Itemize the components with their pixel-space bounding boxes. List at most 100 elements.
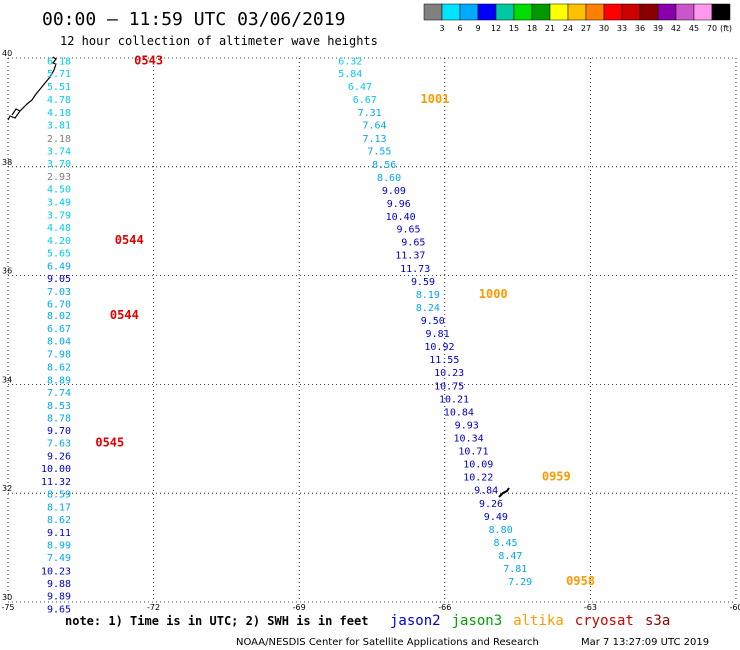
- wave-height-label: 3.70: [47, 159, 71, 170]
- colorbar-label: 36: [635, 24, 645, 33]
- wave-height-label: 8.89: [47, 375, 71, 386]
- wave-height-label: 9.49: [484, 512, 508, 523]
- wave-height-label: 6.47: [348, 82, 372, 93]
- wave-height-label: 6.67: [47, 324, 71, 335]
- x-tick-label: -69: [293, 603, 306, 612]
- wave-height-label: 8.62: [47, 515, 71, 526]
- x-tick-label: -63: [584, 603, 597, 612]
- wave-height-label: 10.84: [444, 407, 474, 418]
- wave-height-label: 9.65: [401, 238, 425, 249]
- wave-height-label: 7.49: [47, 553, 71, 564]
- wave-height-label: 2.93: [47, 172, 71, 183]
- wave-height-label: 8.47: [498, 551, 522, 562]
- wave-height-label: 7.31: [358, 108, 382, 119]
- wave-height-label: 8.02: [47, 311, 71, 322]
- satellite-legend-item: s3a: [645, 613, 670, 629]
- coastline-shape: [7, 56, 57, 121]
- wave-height-label: 8.17: [47, 503, 71, 514]
- wave-height-label: 9.89: [47, 591, 71, 602]
- wave-height-label: 10.71: [458, 447, 488, 458]
- pass-time-label: 0543: [134, 54, 163, 68]
- colorbar-unit: (ft): [720, 24, 732, 33]
- wave-height-label: 9.81: [426, 329, 450, 340]
- footnote: note: 1) Time is in UTC; 2) SWH is in fe…: [65, 614, 368, 628]
- wave-height-label: 9.26: [479, 499, 503, 510]
- wave-height-label: 2.18: [47, 134, 71, 145]
- wave-height-label: 9.59: [411, 277, 435, 288]
- colorbar-label: 30: [599, 24, 609, 33]
- wave-height-label: 9.93: [455, 420, 479, 431]
- wave-height-label: 9.65: [47, 604, 71, 615]
- wave-height-label: 9.88: [47, 579, 71, 590]
- wave-height-label: 7.29: [508, 577, 532, 588]
- y-tick-label: 30: [2, 593, 12, 602]
- colorbar-swatch: [495, 3, 515, 21]
- wave-height-label: 9.84: [474, 486, 498, 497]
- wave-height-label: 4.18: [47, 108, 71, 119]
- wave-height-label: 8.19: [416, 290, 440, 301]
- wave-height-label: 8.56: [372, 160, 396, 171]
- wave-height-label: 10.75: [434, 381, 464, 392]
- color-scale-legend: 3 6 9 12 15 18 21 24 27 30 33 36 39 42 45 70 (ft): [423, 3, 732, 33]
- colorbar-swatch: [693, 3, 713, 21]
- wave-height-label: 11.73: [400, 264, 430, 275]
- satellite-legend-item: jason3: [452, 613, 503, 629]
- colorbar-label: 9: [475, 24, 480, 33]
- pass-time-label: 1001: [421, 92, 450, 106]
- lat-lon-grid: [7, 57, 737, 603]
- wave-height-label: 8.62: [47, 362, 71, 373]
- colorbar-swatch: [423, 3, 443, 21]
- chart-title: 00:00 – 11:59 UTC 03/06/2019: [42, 9, 345, 30]
- wave-height-label: 10.22: [463, 473, 493, 484]
- wave-height-label: 6.18: [47, 57, 71, 68]
- y-tick-label: 36: [2, 267, 12, 276]
- wave-height-label: 8.53: [47, 401, 71, 412]
- colorbar-swatch: [477, 3, 497, 21]
- satellite-legend-item: cryosat: [575, 613, 634, 629]
- wave-height-label: 9.65: [396, 225, 420, 236]
- wave-height-label: 11.32: [41, 477, 71, 488]
- wave-height-label: 7.55: [367, 146, 391, 157]
- generated-timestamp: Mar 7 13:27:09 UTC 2019: [581, 637, 709, 648]
- colorbar-swatch: [603, 3, 623, 21]
- wave-height-label: 11.37: [395, 251, 425, 262]
- wave-height-label: 9.05: [47, 274, 71, 285]
- wave-height-label: 4.48: [47, 223, 71, 234]
- y-tick-label: 34: [2, 375, 12, 384]
- colorbar-label: 15: [509, 24, 519, 33]
- colorbar-label: 6: [457, 24, 462, 33]
- wave-height-label: 9.11: [47, 528, 71, 539]
- wave-height-label: 5.84: [338, 69, 362, 80]
- wave-height-label: 7.64: [362, 121, 386, 132]
- wave-height-label: 9.70: [47, 426, 71, 437]
- wave-height-label: 6.49: [47, 262, 71, 273]
- colorbar-label: 24: [563, 24, 573, 33]
- y-tick-label: 32: [2, 484, 12, 493]
- pass-time-label: 0545: [95, 435, 124, 449]
- wave-height-label: 5.71: [47, 69, 71, 80]
- wave-height-label: 3.79: [47, 210, 71, 221]
- y-tick-label: 38: [2, 158, 12, 167]
- wave-height-label: 10.23: [434, 368, 464, 379]
- wave-height-label: 10.34: [454, 434, 484, 445]
- x-tick-label: -75: [1, 603, 14, 612]
- y-tick-label: 40: [2, 49, 12, 58]
- pass-time-label: 1000: [479, 287, 508, 301]
- colorbar-label: 27: [581, 24, 591, 33]
- wave-height-label: 9.26: [47, 451, 71, 462]
- wave-height-label: 10.21: [439, 394, 469, 405]
- colorbar-swatch: [459, 3, 479, 21]
- wave-height-label: 3.81: [47, 121, 71, 132]
- wave-height-label: 8.45: [494, 538, 518, 549]
- wave-height-label: 10.00: [41, 464, 71, 475]
- colorbar-swatch: [531, 3, 551, 21]
- x-tick-label: -60: [729, 603, 740, 612]
- wave-height-label: 7.81: [503, 564, 527, 575]
- colorbar-label: 12: [491, 24, 501, 33]
- wave-height-label: 3.74: [47, 146, 71, 157]
- colorbar-label: 45: [689, 24, 699, 33]
- wave-height-label: 6.67: [353, 95, 377, 106]
- wave-height-label: 11.55: [429, 355, 459, 366]
- wave-height-label: 8.80: [489, 525, 513, 536]
